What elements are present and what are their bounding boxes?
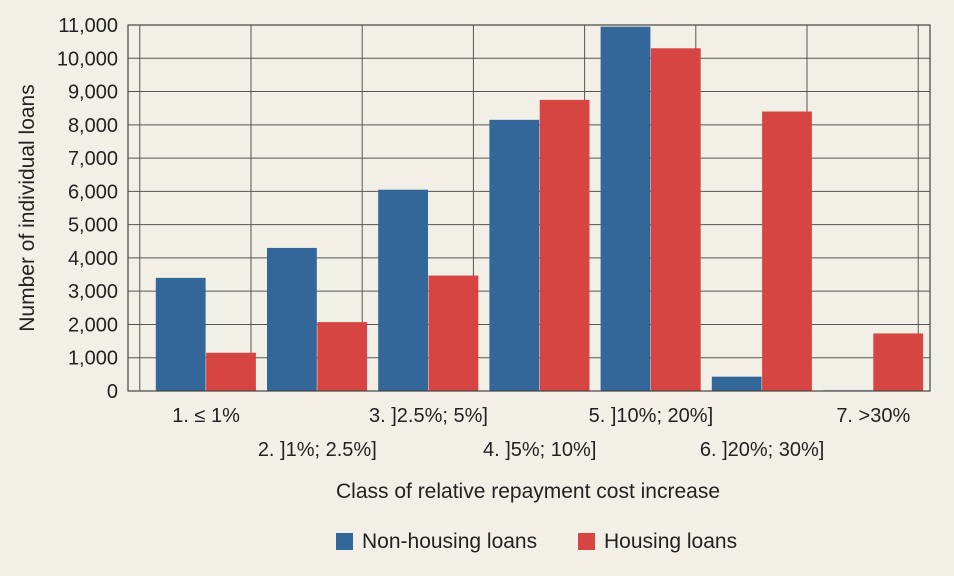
bar-housing-6 [762,111,812,391]
bar-non-housing-5 [600,26,651,392]
y-tick-label: 3,000 [68,281,118,303]
y-tick-label: 9,000 [68,82,118,104]
bar-non-housing-1 [155,277,206,391]
legend-swatch-2 [578,533,595,550]
x-tick-label: 6. ]20%; 30%] [700,439,825,461]
bar-non-housing-2 [267,247,317,391]
y-tick-label: 4,000 [68,248,118,270]
bar-housing-1 [206,352,256,391]
y-tick-label: 2,000 [68,314,118,336]
bar-housing-4 [539,99,590,391]
bar-housing-7 [873,333,924,391]
bar-housing-3 [428,275,479,391]
legend-swatch-1 [336,533,353,550]
legend-label-2: Housing loans [604,530,737,553]
bar-housing-2 [317,322,368,391]
y-tick-label: 5,000 [68,215,118,237]
plot-frame [127,24,931,392]
bar-non-housing-4 [489,119,540,391]
y-tick-label: 10,000 [57,48,118,70]
y-tick-label: 11,000 [58,15,118,37]
bars [155,26,924,392]
tick-labels: 0 1,000 2,000 3,000 4,000 5,000 6,000 7,000 8,00… [57,15,911,461]
x-tick-label: 2. ]1%; 2.5%] [258,439,377,461]
y-tick-label: 0 [107,381,118,403]
x-axis-title: Class of relative repayment cost increas… [336,480,720,503]
legend: Non-housing loans Housing loans [336,530,737,553]
bar-housing-5 [650,48,701,392]
axes [127,24,931,392]
y-tick-label: 8,000 [68,115,118,137]
y-tick-label: 7,000 [68,148,118,170]
bar-non-housing-6 [711,376,762,391]
x-tick-label: 5. ]10%; 20%] [589,405,714,427]
y-axis-title: Number of individual loans [16,84,39,331]
legend-label-1: Non-housing loans [362,530,537,553]
x-tick-label: 3. ]2.5%; 5%] [369,405,488,427]
x-tick-label: 4. ]5%; 10%] [483,439,596,461]
y-tick-label: 1,000 [68,348,118,370]
bar-non-housing-3 [378,189,428,391]
y-tick-label: 6,000 [68,181,118,203]
x-tick-label: 7. >30% [836,405,910,427]
x-tick-label: 1. ≤ 1% [172,405,240,427]
